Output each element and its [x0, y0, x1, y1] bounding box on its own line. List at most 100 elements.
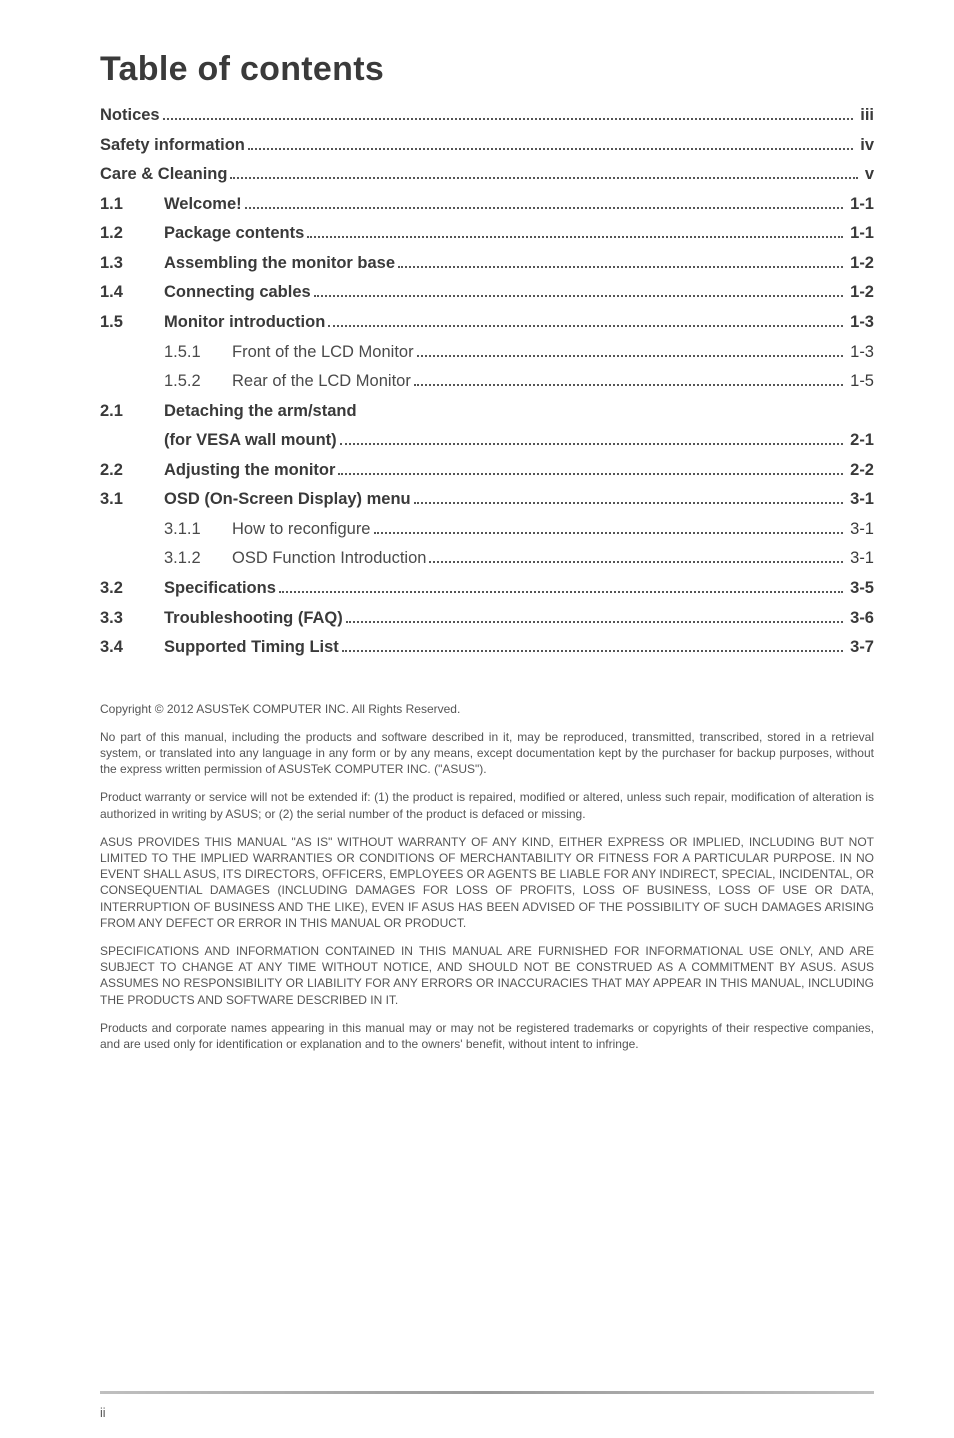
toc-page: 3-1 — [846, 487, 874, 513]
toc-number: 3.2 — [100, 576, 164, 602]
toc-page: 3-1 — [846, 517, 874, 543]
toc-number: 3.1.1 — [164, 517, 232, 543]
legal-paragraph: Copyright © 2012 ASUSTeK COMPUTER INC. A… — [100, 701, 874, 717]
toc-page: 3-6 — [846, 606, 874, 632]
legal-paragraph: SPECIFICATIONS AND INFORMATION CONTAINED… — [100, 943, 874, 1008]
toc-page: iv — [856, 133, 874, 159]
toc-label: Detaching the arm/stand — [164, 399, 357, 425]
toc-label: Welcome! — [164, 192, 242, 218]
leader-dots — [342, 650, 843, 652]
page-title: Table of contents — [100, 50, 874, 89]
toc-label: OSD (On-Screen Display) menu — [164, 487, 411, 513]
toc-label: Package contents — [164, 221, 304, 247]
leader-dots — [429, 561, 843, 563]
toc-label: Monitor introduction — [164, 310, 325, 336]
legal-paragraph: Product warranty or service will not be … — [100, 789, 874, 821]
toc-number: 1.5.2 — [164, 369, 232, 395]
toc-page: iii — [856, 103, 874, 129]
toc-page: v — [861, 162, 874, 188]
leader-dots — [398, 266, 843, 268]
toc-page: 3-7 — [846, 635, 874, 661]
leader-dots — [346, 621, 843, 623]
toc-label: Notices — [100, 103, 160, 129]
toc-page: 1-2 — [846, 251, 874, 277]
table-of-contents: Notices iii Safety information iv Care &… — [100, 103, 874, 661]
toc-number: 3.1 — [100, 487, 164, 513]
toc-page: 1-3 — [846, 310, 874, 336]
toc-entry: 1.4 Connecting cables 1-2 — [100, 280, 874, 306]
toc-page: 1-1 — [846, 221, 874, 247]
toc-entry: 3.3 Troubleshooting (FAQ) 3-6 — [100, 606, 874, 632]
leader-dots — [314, 295, 843, 297]
leader-dots — [248, 148, 853, 150]
leader-dots — [340, 443, 844, 445]
toc-label: Care & Cleaning — [100, 162, 227, 188]
footer-rule — [100, 1391, 874, 1394]
toc-entry: 1.3 Assembling the monitor base 1-2 — [100, 251, 874, 277]
toc-label: (for VESA wall mount) — [164, 428, 337, 454]
legal-paragraph: No part of this manual, including the pr… — [100, 729, 874, 778]
toc-entry: Care & Cleaning v — [100, 162, 874, 188]
toc-subentry: 1.5.2 Rear of the LCD Monitor 1-5 — [100, 369, 874, 395]
toc-page: 1-5 — [846, 369, 874, 395]
toc-page: 3-5 — [846, 576, 874, 602]
toc-number: 2.1 — [100, 399, 164, 425]
page-number: ii — [100, 1406, 106, 1420]
leader-dots — [338, 473, 843, 475]
toc-entry: 3.4 Supported Timing List 3-7 — [100, 635, 874, 661]
toc-entry: 2.1 Detaching the arm/stand — [100, 399, 874, 425]
toc-number: 1.4 — [100, 280, 164, 306]
toc-entry: 1.5 Monitor introduction 1-3 — [100, 310, 874, 336]
toc-page: 2-2 — [846, 458, 874, 484]
toc-label: OSD Function Introduction — [232, 546, 426, 572]
toc-number: 1.5 — [100, 310, 164, 336]
leader-dots — [374, 532, 844, 534]
toc-entry: 1.1 Welcome! 1-1 — [100, 192, 874, 218]
leader-dots — [245, 207, 844, 209]
leader-dots — [328, 325, 843, 327]
toc-page: 1-2 — [846, 280, 874, 306]
toc-label: Safety information — [100, 133, 245, 159]
legal-paragraph: Products and corporate names appearing i… — [100, 1020, 874, 1052]
toc-label: Front of the LCD Monitor — [232, 340, 414, 366]
toc-number: 1.5.1 — [164, 340, 232, 366]
legal-paragraph: ASUS PROVIDES THIS MANUAL "AS IS" WITHOU… — [100, 834, 874, 931]
toc-subentry: 3.1.1 How to reconfigure 3-1 — [100, 517, 874, 543]
toc-label: Adjusting the monitor — [164, 458, 335, 484]
toc-entry: Safety information iv — [100, 133, 874, 159]
toc-entry: 2.2 Adjusting the monitor 2-2 — [100, 458, 874, 484]
toc-number: 1.3 — [100, 251, 164, 277]
toc-page: 3-1 — [846, 546, 874, 572]
leader-dots — [414, 502, 844, 504]
page: Table of contents Notices iii Safety inf… — [0, 0, 954, 1438]
toc-label: Supported Timing List — [164, 635, 339, 661]
toc-number: 3.1.2 — [164, 546, 232, 572]
toc-entry: 3.1 OSD (On-Screen Display) menu 3-1 — [100, 487, 874, 513]
toc-page: 1-3 — [846, 340, 874, 366]
toc-entry: 3.2 Specifications 3-5 — [100, 576, 874, 602]
toc-label: Troubleshooting (FAQ) — [164, 606, 343, 632]
leader-dots — [417, 355, 844, 357]
toc-number: 3.3 — [100, 606, 164, 632]
toc-number: 3.4 — [100, 635, 164, 661]
toc-label: Assembling the monitor base — [164, 251, 395, 277]
toc-page: 2-1 — [846, 428, 874, 454]
toc-entry: Notices iii — [100, 103, 874, 129]
toc-number: 1.1 — [100, 192, 164, 218]
toc-entry-cont: . (for VESA wall mount) 2-1 — [100, 428, 874, 454]
toc-entry: 1.2 Package contents 1-1 — [100, 221, 874, 247]
leader-dots — [307, 236, 843, 238]
leader-dots — [414, 384, 843, 386]
toc-label: Rear of the LCD Monitor — [232, 369, 411, 395]
toc-label: How to reconfigure — [232, 517, 371, 543]
leader-dots — [163, 118, 854, 120]
toc-subentry: 1.5.1 Front of the LCD Monitor 1-3 — [100, 340, 874, 366]
toc-label: Specifications — [164, 576, 276, 602]
toc-page: 1-1 — [846, 192, 874, 218]
toc-number: 1.2 — [100, 221, 164, 247]
leader-dots — [279, 591, 843, 593]
toc-label: Connecting cables — [164, 280, 311, 306]
leader-dots — [230, 177, 857, 179]
legal-block: Copyright © 2012 ASUSTeK COMPUTER INC. A… — [100, 701, 874, 1052]
toc-number: 2.2 — [100, 458, 164, 484]
